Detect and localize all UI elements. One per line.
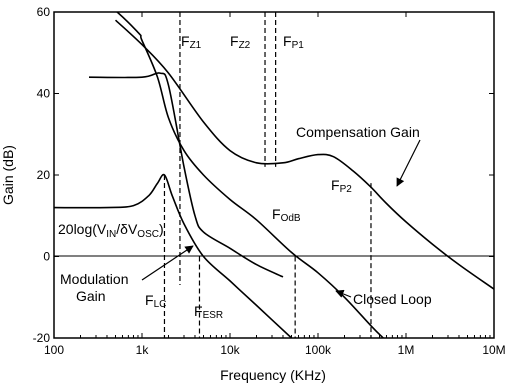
annotation-compensation-gain: Compensation Gain	[296, 124, 420, 140]
label-fp1: FP1	[283, 33, 304, 51]
series-line-modulation-gain	[54, 173, 293, 338]
x-tick-label: 10M	[482, 343, 505, 357]
annotation-modulation-line1: Modulation	[60, 271, 129, 287]
label-fz2: FZ2	[230, 33, 251, 51]
annotation-closed-loop: Closed Loop	[353, 291, 432, 307]
label-fodb: FOdB	[272, 206, 301, 224]
y-tick-label: 0	[43, 250, 50, 264]
y-tick-label: 60	[37, 5, 51, 19]
arrow-compensation	[396, 139, 421, 187]
annotation-modulation-line2: Gain	[76, 288, 106, 304]
label-flc: FLC	[145, 292, 166, 310]
y-axis-label: Gain (dB)	[0, 145, 16, 205]
x-tick-label: 1k	[136, 343, 150, 357]
marker-lines	[163, 12, 372, 338]
series-group	[54, 12, 494, 338]
y-tick-label: -20	[33, 331, 51, 345]
y-tick-label: 40	[37, 87, 51, 101]
axis-ticks: 100 1k 10k 100k 1M 10M -20 0 20 40 60	[33, 5, 506, 357]
x-axis-label: Frequency (KHz)	[220, 367, 326, 383]
y-tick-label: 20	[37, 168, 51, 182]
x-tick-label: 100k	[305, 343, 332, 357]
marker-labels: FZ1 FZ2 FP1 FP2 FOdB FLC FESR	[145, 33, 352, 321]
arrow-modulation	[141, 245, 194, 281]
series-line-closed-loop	[115, 12, 384, 338]
x-tick-label: 10k	[220, 343, 240, 357]
arrow-closed-loop	[335, 289, 352, 298]
x-tick-label: 1M	[398, 343, 415, 357]
label-fz1: FZ1	[181, 33, 202, 51]
x-tick-label: 100	[44, 343, 64, 357]
series-line-compensation-gain	[114, 19, 494, 290]
plot-frame	[53, 11, 495, 339]
annotation-formula: 20log(VIN/δVOSC)	[58, 221, 164, 240]
label-fp2: FP2	[331, 177, 352, 195]
label-fesr: FESR	[194, 303, 223, 321]
series-line-unnamed-3	[88, 72, 284, 278]
